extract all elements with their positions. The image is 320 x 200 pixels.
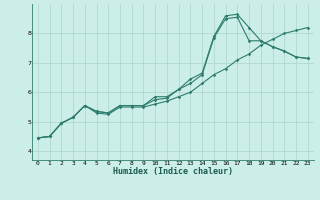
X-axis label: Humidex (Indice chaleur): Humidex (Indice chaleur): [113, 167, 233, 176]
